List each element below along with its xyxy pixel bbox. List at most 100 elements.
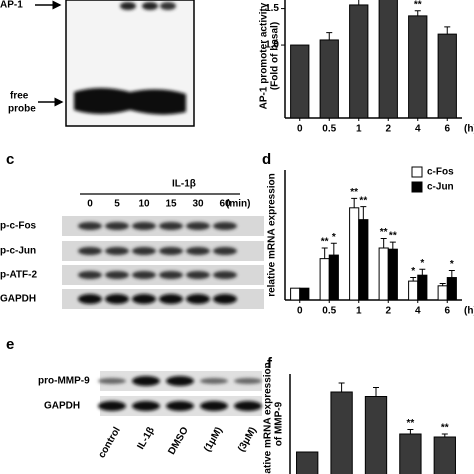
- blot-row-label: p-ATF-2: [0, 270, 37, 281]
- x-tick-label: 2: [385, 124, 391, 135]
- significance: **: [359, 195, 367, 206]
- x-tick-label: 4: [415, 306, 421, 317]
- x-tick-label: 6: [444, 306, 450, 317]
- bar: [417, 274, 428, 301]
- blot-band: [78, 271, 102, 279]
- blot-band: [234, 401, 262, 411]
- blot-band: [186, 294, 210, 304]
- legend-label: c-Jun: [427, 182, 454, 193]
- significance: *: [420, 258, 424, 269]
- bar: [437, 285, 448, 301]
- blot-band: [105, 222, 129, 230]
- treatment-label: IL-1β: [172, 179, 196, 190]
- error-bar: [419, 268, 426, 276]
- blot-band: [105, 247, 129, 255]
- blot-band: [132, 247, 156, 255]
- blot-row-label: pro-MMP-9: [38, 376, 90, 387]
- error-bar: [351, 197, 358, 208]
- time-label: 60: [219, 199, 231, 210]
- blot-band: [186, 247, 210, 255]
- x-tick-label: 2: [385, 306, 391, 317]
- gel-label: probe: [8, 104, 36, 115]
- blot-band: [132, 376, 160, 386]
- error-bar: [448, 269, 455, 278]
- blot-band: [234, 378, 262, 384]
- bar: [437, 33, 457, 119]
- x-tick-label: 4: [415, 124, 421, 135]
- panel-label: c: [6, 151, 14, 168]
- legend-swatch: [411, 181, 423, 193]
- x-tick-label: 1: [356, 124, 362, 135]
- x-tick-label: 0.5: [322, 306, 336, 317]
- blot-band: [159, 271, 183, 279]
- blot-band: [186, 222, 210, 230]
- significance: **: [350, 187, 358, 198]
- blot-row-label: p-c-Jun: [0, 246, 36, 257]
- blot-bands: [78, 271, 237, 279]
- error-bar: [389, 241, 396, 250]
- legend-swatch: [411, 166, 423, 178]
- blot-band: [213, 294, 237, 304]
- significance: **: [414, 0, 422, 10]
- bar: [319, 39, 339, 119]
- panel-label: f: [267, 355, 273, 372]
- y-axis-label: of MMP-9: [274, 401, 285, 446]
- lane-label: IL-1β: [135, 425, 156, 451]
- bar: [328, 254, 339, 301]
- time-unit: (min): [226, 199, 250, 210]
- x-unit: (h): [464, 306, 474, 317]
- lane-label: (3μM): [236, 425, 259, 454]
- error-bar: [380, 238, 387, 248]
- blot-bands: [78, 294, 237, 304]
- blot-band: [213, 247, 237, 255]
- time-label: 30: [192, 199, 204, 210]
- bar: [408, 15, 428, 119]
- bar: [408, 280, 419, 301]
- bar: [433, 436, 456, 474]
- significance: **: [407, 418, 415, 429]
- blot-band: [159, 294, 183, 304]
- significance: *: [450, 259, 454, 270]
- blot-band: [186, 271, 210, 279]
- legend-label: c-Fos: [427, 167, 454, 178]
- error-bar: [414, 10, 421, 16]
- time-label: 15: [165, 199, 177, 210]
- bar: [378, 0, 398, 119]
- bar: [290, 287, 301, 301]
- error-bar: [338, 382, 345, 392]
- blot-band: [78, 222, 102, 230]
- blot-bands: [98, 376, 262, 386]
- bar: [296, 451, 319, 474]
- blot-band: [200, 378, 228, 384]
- blot-band: [105, 271, 129, 279]
- error-bar: [321, 247, 328, 259]
- y-axis-label: AP-1 promoter activity: [259, 2, 270, 109]
- blot-band: [213, 222, 237, 230]
- y-axis-label: relative mRNA expression: [263, 362, 274, 474]
- error-bar: [358, 0, 360, 5]
- blot-band: [159, 247, 183, 255]
- bar: [364, 396, 388, 474]
- error-bar: [441, 433, 448, 437]
- blot-band: [78, 294, 102, 304]
- panel-label: e: [6, 336, 14, 353]
- x-tick-label: 1: [356, 306, 362, 317]
- blot-band: [98, 401, 126, 411]
- bar: [349, 207, 360, 301]
- significance: *: [411, 266, 415, 277]
- x-tick-label: 0: [297, 306, 303, 317]
- bar: [387, 248, 398, 301]
- bar: [358, 219, 369, 301]
- blot-band: [78, 247, 102, 255]
- significance: **: [389, 231, 397, 242]
- bar: [399, 433, 422, 474]
- bar: [349, 4, 369, 119]
- blot-band: [213, 271, 237, 279]
- lane-label: control: [96, 425, 123, 460]
- time-label: 5: [114, 199, 120, 210]
- bar: [330, 391, 353, 474]
- blot-bands: [78, 222, 237, 230]
